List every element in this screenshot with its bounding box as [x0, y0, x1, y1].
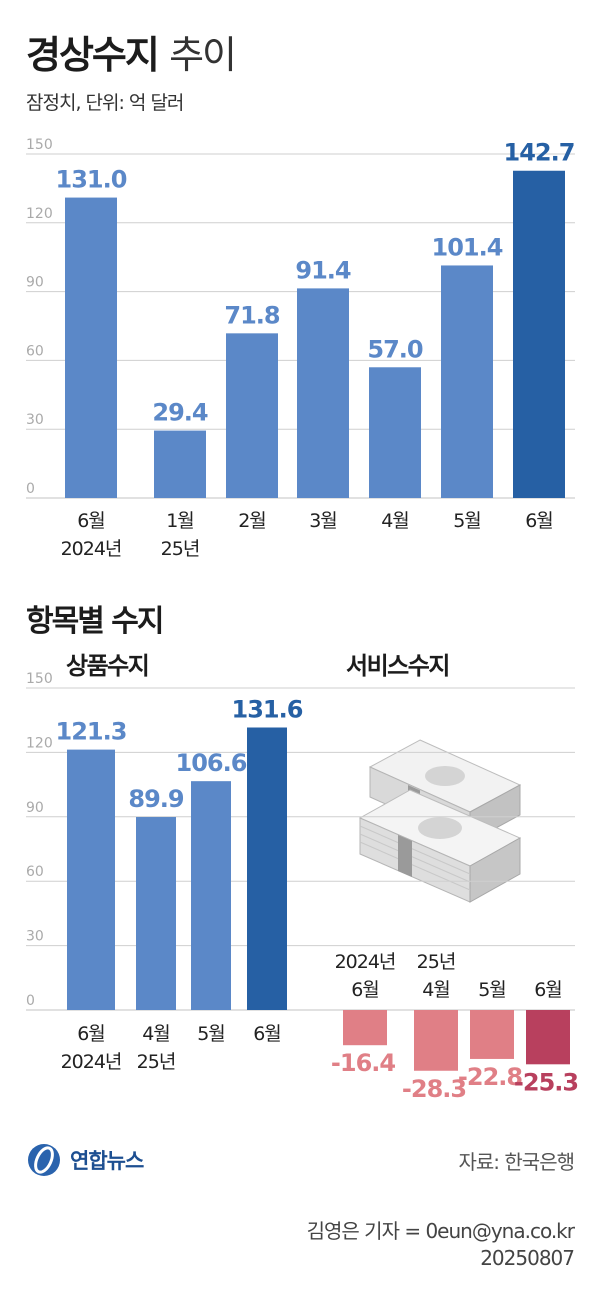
x-tick-label: 6월 [253, 1023, 281, 1045]
y-tick-label: 120 [26, 735, 53, 751]
x-tick-label: 6월 [534, 979, 562, 1001]
bar [343, 1010, 387, 1046]
credit: 김영은 기자 = 0eun@yna.co.kr 20250807 [306, 1218, 575, 1272]
data-label: -28.3 [402, 1075, 466, 1103]
x-tick-label: 6월 [77, 1023, 105, 1045]
bar [513, 170, 565, 498]
data-label: 106.6 [176, 749, 247, 777]
x-tick-label: 6월 [77, 510, 105, 532]
bar [297, 288, 349, 498]
x-tick-label: 25년 [161, 538, 200, 560]
x-tick-label: 4월 [422, 979, 450, 1001]
x-tick-label: 2024년 [61, 538, 122, 560]
x-tick-label: 2024년 [61, 1051, 122, 1073]
yonhap-logo-icon [28, 1144, 60, 1176]
data-label: -16.4 [331, 1049, 395, 1077]
x-tick-label: 25년 [137, 1051, 176, 1073]
y-tick-label: 60 [26, 864, 44, 880]
x-tick-label: 5월 [478, 979, 506, 1001]
y-tick-label: 60 [26, 343, 44, 359]
section-title: 항목별 수지 [26, 604, 164, 639]
unit-note: 잠정치, 단위: 억 달러 [26, 92, 184, 114]
x-tick-label: 6월 [351, 979, 379, 1001]
logo: 연합뉴스 [26, 1140, 144, 1180]
bar [247, 727, 287, 1010]
x-tick-label: 2월 [238, 510, 266, 532]
title-light: 추이 [169, 33, 237, 77]
data-label: 57.0 [367, 335, 423, 363]
goods-heading: 상품수지 [66, 652, 150, 680]
x-tick-label: 4월 [381, 510, 409, 532]
bar [65, 197, 117, 498]
x-tick-label: 4월 [142, 1023, 170, 1045]
y-tick-label: 150 [26, 137, 53, 153]
data-label: 142.7 [504, 139, 575, 167]
y-tick-label: 30 [26, 412, 44, 428]
data-label: 131.6 [232, 695, 303, 723]
data-label: 71.8 [224, 301, 280, 329]
logo-name: 연합뉴스 [70, 1149, 144, 1173]
title-bold: 경상수지 [26, 33, 160, 77]
data-label: 91.4 [295, 256, 351, 284]
data-label: 121.3 [56, 718, 127, 746]
x-tick-label: 1월 [166, 510, 194, 532]
goods-balance-chart: 0 30 60 90 120 150 121.3 6월 2024년 89.9 4월 25년 106.6 5… [26, 671, 575, 1073]
data-label: 29.4 [152, 399, 208, 427]
y-tick-label: 90 [26, 800, 44, 816]
bar [191, 781, 231, 1010]
bar [414, 1010, 458, 1071]
services-balance-chart: -16.4 2024년 6월 -28.3 25년 4월 -22.8 5월 -25.3 6월 [331, 951, 579, 1103]
credit-reporter: 김영은 기자 = 0eun@yna.co.kr [306, 1219, 575, 1243]
y-tick-label: 90 [26, 275, 44, 291]
bar [441, 265, 493, 498]
y-tick-label: 120 [26, 206, 53, 222]
money-stack-illustration [358, 739, 522, 903]
x-tick-label: 5월 [197, 1023, 225, 1045]
data-label: -22.8 [458, 1063, 522, 1091]
x-tick-label: 3월 [309, 510, 337, 532]
credit-date: 20250807 [480, 1246, 575, 1270]
bar [470, 1010, 514, 1059]
data-label: -25.3 [514, 1068, 578, 1096]
bar [526, 1010, 570, 1065]
data-label: 101.4 [432, 233, 503, 261]
source-note: 자료: 한국은행 [458, 1150, 575, 1174]
x-tick-label: 25년 [417, 951, 456, 973]
y-tick-label: 0 [26, 993, 35, 1009]
y-tick-label: 150 [26, 671, 53, 687]
x-tick-label: 5월 [453, 510, 481, 532]
bar [136, 817, 176, 1010]
services-heading: 서비스수지 [346, 652, 450, 680]
x-tick-label: 2024년 [335, 951, 396, 973]
y-tick-label: 0 [26, 481, 35, 497]
x-tick-label: 6월 [525, 510, 553, 532]
bar [67, 749, 115, 1010]
bar [154, 430, 206, 498]
bar [226, 333, 278, 498]
bar [369, 367, 421, 498]
page-title: 경상수지 추이 [26, 24, 237, 79]
y-tick-label: 30 [26, 929, 44, 945]
data-label: 89.9 [128, 785, 184, 813]
data-label: 131.0 [56, 166, 127, 194]
